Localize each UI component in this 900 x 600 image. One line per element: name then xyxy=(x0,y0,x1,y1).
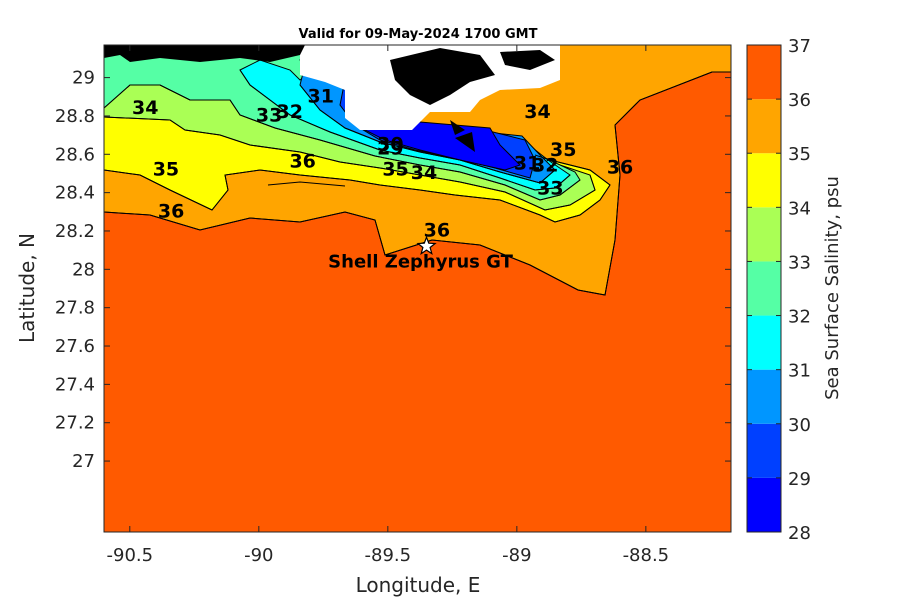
contour-label: 32 xyxy=(277,101,303,123)
colorbar-tick-label: 28 xyxy=(788,523,811,544)
y-tick-label: 28.2 xyxy=(55,221,95,242)
colorbar-tick-label: 37 xyxy=(788,36,811,57)
contour-label: 31 xyxy=(308,86,334,108)
x-tick-label: -89 xyxy=(502,545,531,566)
y-tick-label: 28.4 xyxy=(55,183,95,204)
y-tick-label: 27.6 xyxy=(55,336,95,357)
colorbar-swatch xyxy=(747,207,781,262)
colorbar-tick-label: 35 xyxy=(788,144,811,165)
colorbar: 28 29 30 31 32 33 34 35 36 37 xyxy=(746,36,811,544)
annotations: Shell Zephyrus GT xyxy=(328,235,514,272)
y-axis-label: Latitude, N xyxy=(15,233,39,343)
y-tick-label: 27 xyxy=(72,451,95,472)
site-label: Shell Zephyrus GT xyxy=(328,251,513,272)
colorbar-tick-label: 36 xyxy=(788,90,811,111)
colorbar-swatch xyxy=(747,423,781,478)
colorbar-tick-label: 34 xyxy=(788,198,811,219)
site-star-marker xyxy=(416,235,437,255)
contour-label: 31 xyxy=(514,153,540,175)
colorbar-tick-label: 30 xyxy=(788,415,811,436)
contour-label: 34 xyxy=(132,97,158,119)
x-tick-label: -90.5 xyxy=(107,545,154,566)
contour-label: 36 xyxy=(158,201,184,223)
colorbar-swatch xyxy=(747,477,781,532)
colorbar-swatch xyxy=(747,153,781,208)
colorbar-tick-label: 32 xyxy=(788,307,811,328)
plot-frame xyxy=(103,44,732,533)
chart-title: Valid for 09-May-2024 1700 GMT xyxy=(299,27,538,42)
contour-label: 33 xyxy=(537,178,563,200)
x-axis-label: Longitude, E xyxy=(356,573,481,597)
x-axis: -90.5 -90 -89.5 -89 -88.5 xyxy=(107,45,670,566)
contour-lines xyxy=(104,69,731,296)
x-tick-label: -89.5 xyxy=(365,545,412,566)
colorbar-swatch xyxy=(747,261,781,316)
colorbar-swatch xyxy=(747,369,781,424)
contour-label: 30 xyxy=(377,133,403,155)
colorbar-swatch xyxy=(747,99,781,154)
colorbar-tick-label: 33 xyxy=(788,252,811,273)
x-tick-label: -90 xyxy=(244,545,273,566)
contour-label: 36 xyxy=(289,151,315,173)
contour-label: 34 xyxy=(411,162,437,184)
y-tick-label: 28 xyxy=(72,259,95,280)
y-tick-label: 29 xyxy=(72,68,95,89)
y-tick-label: 27.8 xyxy=(55,298,95,319)
contour-label: 36 xyxy=(607,156,633,178)
y-tick-label: 27.2 xyxy=(55,413,95,434)
x-tick-label: -88.5 xyxy=(623,545,670,566)
land-region xyxy=(104,45,555,152)
colorbar-label: Sea Surface Salinity, psu xyxy=(822,176,843,400)
colorbar-frame xyxy=(746,44,782,533)
contour-label: 29 xyxy=(377,137,403,159)
contour-label: 35 xyxy=(550,139,576,161)
contour-label: 36 xyxy=(424,220,450,242)
y-tick-label: 28.8 xyxy=(55,106,95,127)
colorbar-tick-label: 29 xyxy=(788,469,811,490)
colorbar-swatch xyxy=(747,315,781,370)
contour-label: 35 xyxy=(382,158,408,180)
colorbar-swatch xyxy=(747,45,781,100)
contour-label: 33 xyxy=(256,105,282,127)
colorbar-tick-label: 31 xyxy=(788,361,811,382)
y-tick-label: 28.6 xyxy=(55,144,95,165)
contour-label: 32 xyxy=(532,155,558,177)
contour-label: 35 xyxy=(153,158,179,180)
contour-label: 34 xyxy=(524,101,550,123)
y-tick-label: 27.4 xyxy=(55,374,95,395)
y-axis: 27 27.2 27.4 27.6 27.8 28 28.2 28.4 28.6 28.8 29 xyxy=(55,68,731,472)
